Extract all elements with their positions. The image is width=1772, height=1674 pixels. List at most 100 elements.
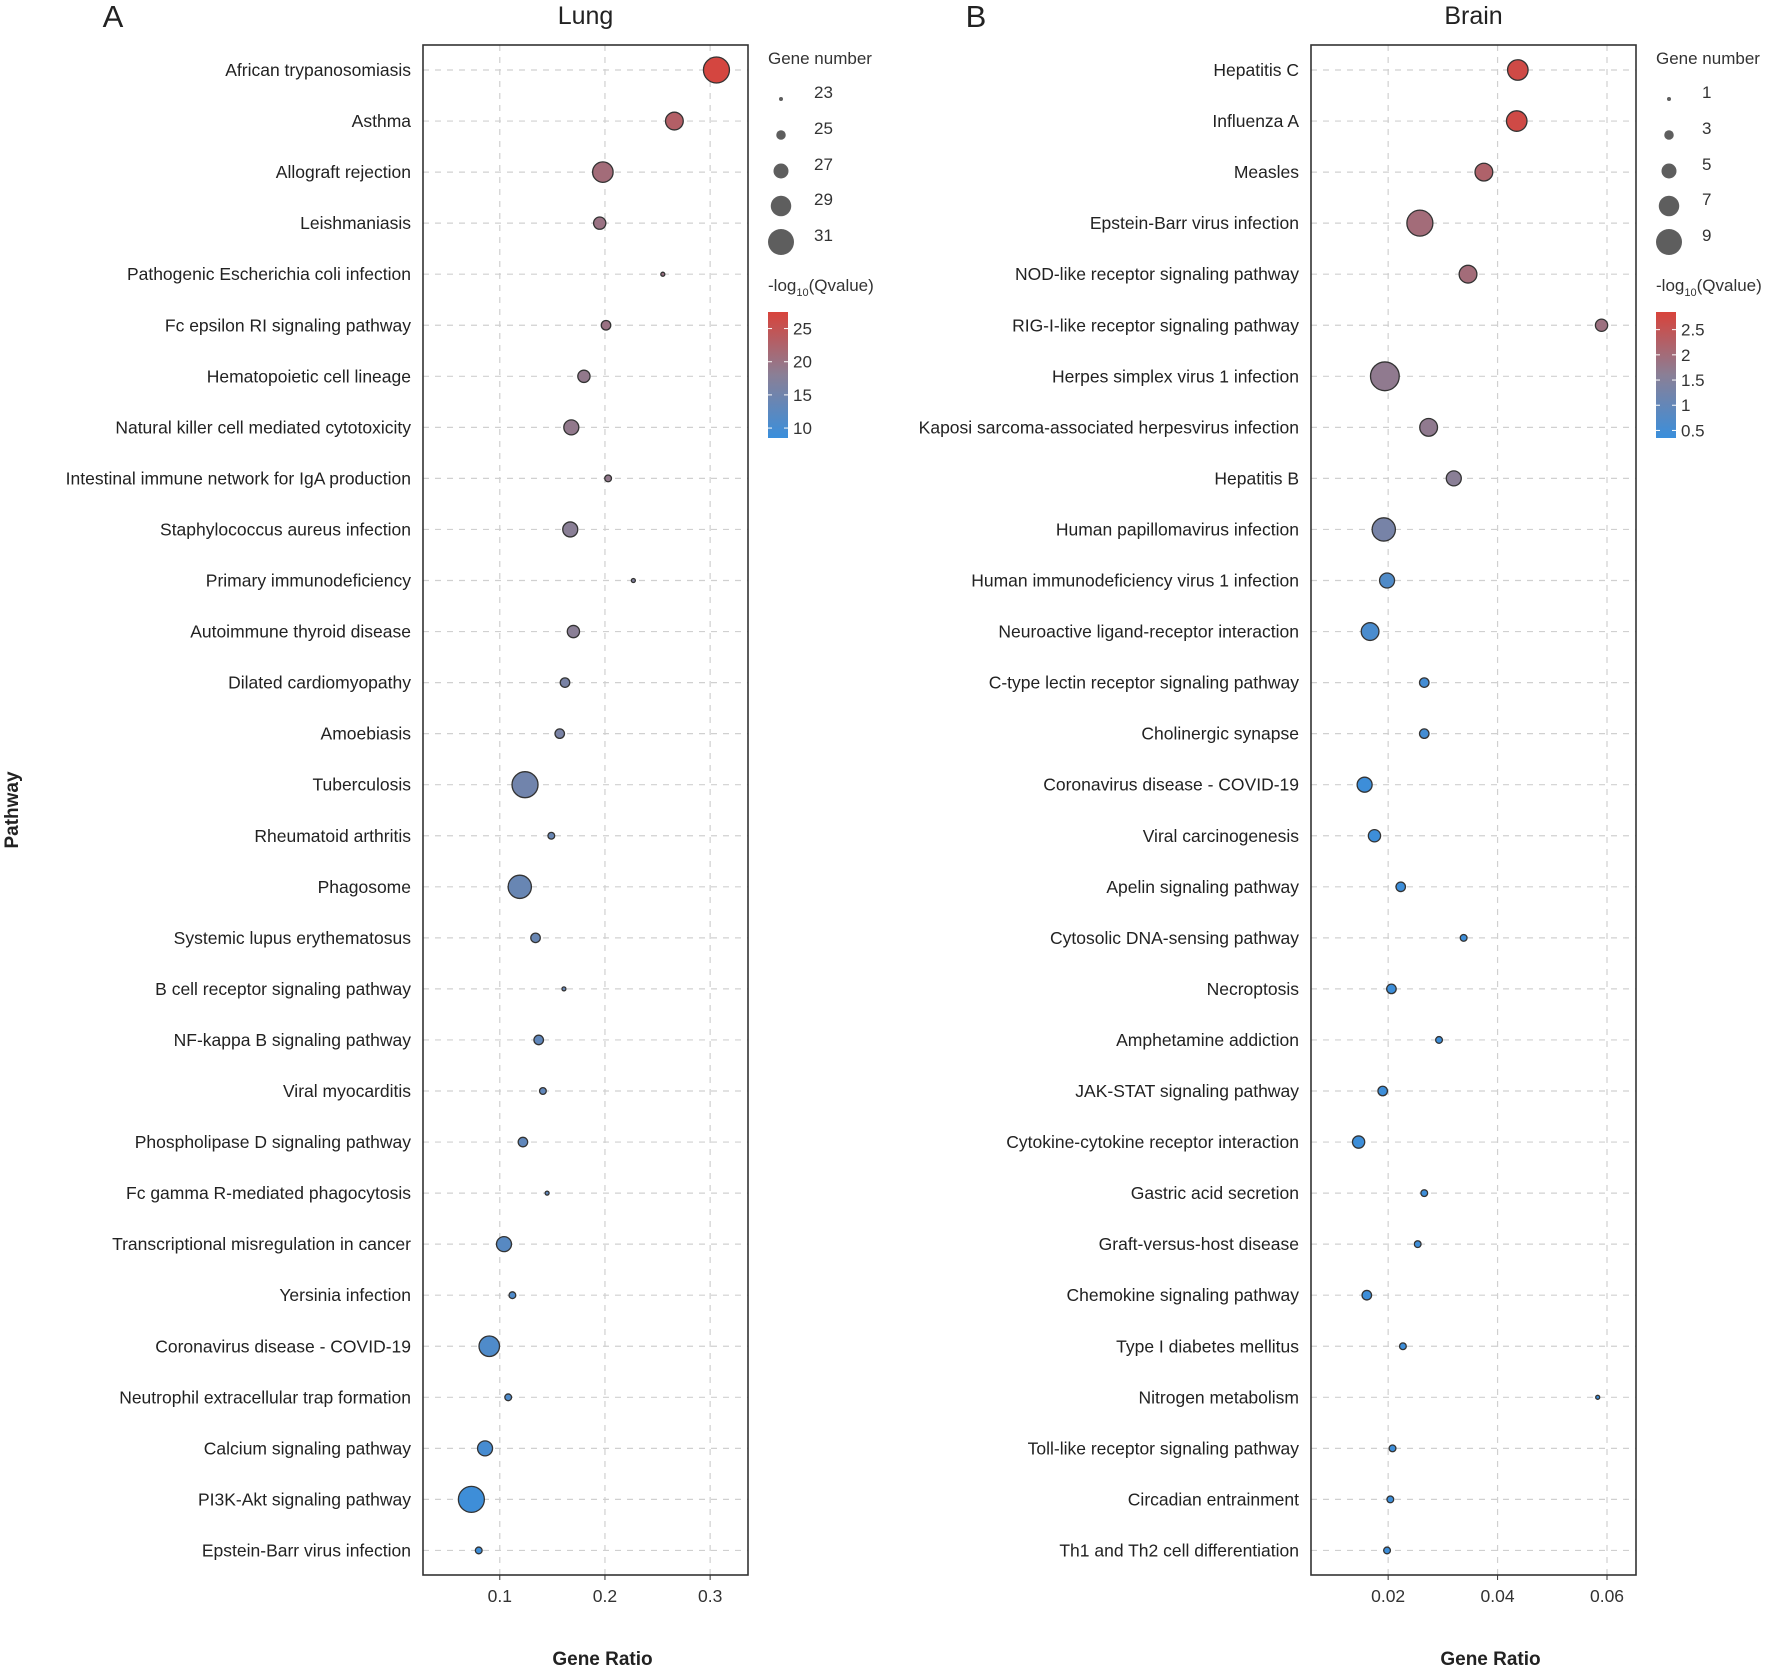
data-point: [1474, 162, 1494, 182]
data-point: [1419, 417, 1439, 437]
data-point: [660, 271, 666, 277]
data-point: [544, 1190, 550, 1196]
data-point: [478, 1335, 501, 1358]
pathway-label: Toll-like receptor signaling pathway: [1028, 1438, 1300, 1458]
data-point: [562, 521, 579, 538]
x-tick-label: 0.06: [1590, 1586, 1624, 1606]
pathway-label: Dilated cardiomyopathy: [228, 673, 411, 693]
data-point: [1445, 470, 1462, 487]
pathway-label: Transcriptional misregulation in cancer: [112, 1234, 411, 1254]
data-point: [1459, 933, 1468, 942]
x-tick-label: 0.04: [1481, 1586, 1515, 1606]
data-point: [533, 1034, 545, 1046]
pathway-label: Influenza A: [1212, 111, 1299, 131]
pathway-label: Gastric acid secretion: [1131, 1183, 1299, 1203]
size-legend-title: Gene number: [1656, 49, 1760, 68]
size-legend-dot: [776, 130, 786, 140]
pathway-label: Primary immunodeficiency: [206, 571, 411, 591]
pathway-label: NOD-like receptor signaling pathway: [1015, 264, 1299, 284]
data-point: [1367, 828, 1382, 843]
data-point: [604, 474, 613, 483]
pathway-label: Leishmaniasis: [300, 213, 411, 233]
size-legend-label: 25: [814, 119, 833, 138]
data-point: [591, 161, 614, 184]
color-legend-title: -log10(Qvalue): [768, 276, 874, 299]
size-legend-label: 31: [814, 226, 833, 245]
data-point: [504, 1393, 513, 1402]
pathway-label: Natural killer cell mediated cytotoxicit…: [115, 417, 411, 437]
data-point: [577, 369, 591, 384]
size-legend-dot: [1667, 97, 1671, 101]
x-tick-label: 0.1: [488, 1586, 512, 1606]
pathway-label: C-type lectin receptor signaling pathway: [989, 673, 1300, 693]
pathway-label: Amphetamine addiction: [1116, 1030, 1299, 1050]
panel-lung: A Lung African trypanosomiasis Asthma Allogr…: [66, 0, 874, 1670]
data-point: [554, 728, 566, 740]
size-legend: Gene number 1 3 5 7 9: [1656, 49, 1760, 255]
data-point: [1360, 622, 1380, 642]
pathway-label: Cytokine-cytokine receptor interaction: [1006, 1132, 1299, 1152]
data-point: [547, 831, 556, 840]
pathway-label: Pathogenic Escherichia coli infection: [127, 264, 411, 284]
pathway-label: Th1 and Th2 cell differentiation: [1059, 1540, 1299, 1560]
size-legend-dot: [773, 163, 789, 179]
pathway-label: Epstein-Barr virus infection: [202, 1540, 411, 1560]
data-point: [592, 216, 607, 230]
pathway-label: Epstein-Barr virus infection: [1090, 213, 1299, 233]
pathway-label: Systemic lupus erythematosus: [174, 928, 412, 948]
colorbar-label: 2: [1681, 346, 1690, 365]
colorbar: [768, 312, 788, 438]
size-legend-label: 1: [1702, 83, 1711, 102]
pathway-label: Yersinia infection: [279, 1285, 411, 1305]
panel-brain: B Brain Hepatitis C Influenza A Measles Epste…: [919, 0, 1762, 1670]
pathway-label: Kaposi sarcoma-associated herpesvirus in…: [919, 417, 1299, 437]
pathway-label: Allograft rejection: [276, 162, 411, 182]
size-legend-dot: [1656, 229, 1682, 255]
pathway-label: Graft-versus-host disease: [1099, 1234, 1299, 1254]
data-point: [1595, 1394, 1601, 1400]
pathway-label: PI3K-Akt signaling pathway: [198, 1489, 411, 1509]
data-point: [495, 1236, 513, 1253]
pathway-label: Hematopoietic cell lineage: [207, 366, 411, 386]
pathway-label: JAK-STAT signaling pathway: [1075, 1081, 1299, 1101]
data-point: [1398, 1342, 1407, 1351]
data-point: [1418, 728, 1430, 740]
pathway-label: Calcium signaling pathway: [204, 1438, 411, 1458]
data-point: [1458, 264, 1478, 284]
data-point: [630, 577, 637, 584]
x-tick-label: 0.3: [698, 1586, 722, 1606]
plot-frame: [422, 44, 749, 1576]
size-legend-label: 3: [1702, 119, 1711, 138]
data-point: [1369, 361, 1400, 392]
data-point: [1395, 881, 1407, 893]
pathway-label: Tuberculosis: [312, 775, 411, 795]
pathway-label: Necroptosis: [1207, 979, 1300, 999]
pathway-label: Nitrogen metabolism: [1139, 1387, 1299, 1407]
x-tick-label: 0.02: [1371, 1586, 1405, 1606]
color-legend: -log10(Qvalue) 2.5 2 1.5 1 0.5: [1656, 276, 1762, 440]
pathway-label: Apelin signaling pathway: [1106, 877, 1299, 897]
size-legend-dot: [770, 195, 792, 217]
data-point: [563, 419, 580, 436]
data-point: [1420, 1189, 1429, 1198]
data-point: [1406, 209, 1434, 237]
pathway-label: Coronavirus disease - COVID-19: [155, 1336, 411, 1356]
size-legend-label: 9: [1702, 226, 1711, 245]
data-point: [1505, 110, 1528, 132]
size-legend-dot: [779, 97, 783, 101]
y-axis-label: Pathway: [2, 771, 23, 849]
data-point: [566, 624, 581, 639]
pathway-label: Viral myocarditis: [283, 1081, 411, 1101]
panel-label: B: [966, 0, 987, 34]
pathway-label: African trypanosomiasis: [225, 60, 411, 80]
pathway-label: Coronavirus disease - COVID-19: [1043, 775, 1299, 795]
pathway-label: Fc gamma R-mediated phagocytosis: [126, 1183, 411, 1203]
size-legend-label: 7: [1702, 190, 1711, 209]
size-legend-label: 29: [814, 190, 833, 209]
x-axis-label: Gene Ratio: [552, 1649, 652, 1669]
data-point: [457, 1485, 486, 1514]
data-point: [1388, 1444, 1397, 1453]
pathway-label: Phospholipase D signaling pathway: [135, 1132, 412, 1152]
pathway-label: NF-kappa B signaling pathway: [174, 1030, 412, 1050]
